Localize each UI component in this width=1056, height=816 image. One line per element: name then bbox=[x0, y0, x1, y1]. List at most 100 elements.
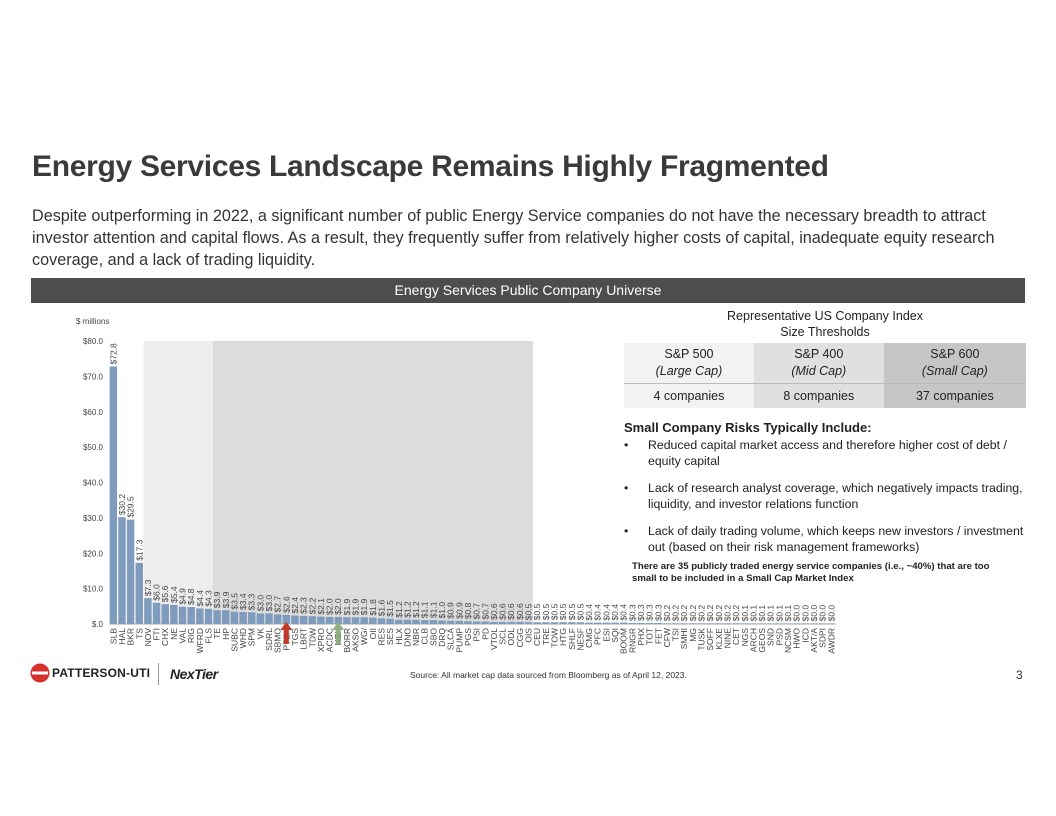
category-label: SUBC bbox=[229, 628, 239, 652]
bar-subc bbox=[230, 611, 239, 624]
data-label: $0.2 bbox=[697, 604, 707, 621]
category-label: TRE bbox=[541, 628, 551, 645]
category-label: PSI bbox=[472, 628, 482, 642]
category-label: ESI bbox=[601, 628, 611, 642]
bar-sqi bbox=[611, 622, 619, 624]
bar-te bbox=[213, 610, 221, 624]
data-label: $2.4 bbox=[290, 597, 300, 614]
bar-slb bbox=[109, 366, 118, 624]
bar-ts bbox=[135, 562, 143, 624]
bar-akta bbox=[810, 623, 818, 624]
category-label: SMHI bbox=[679, 628, 689, 649]
data-label: $0.1 bbox=[740, 605, 750, 622]
y-tick-label: $10.0 bbox=[83, 585, 104, 594]
data-label: $0.5 bbox=[549, 603, 559, 620]
bar-spm bbox=[248, 612, 256, 624]
data-label: $0.7 bbox=[472, 603, 482, 620]
data-label: $3.9 bbox=[221, 591, 231, 608]
data-label: $4.4 bbox=[195, 590, 205, 607]
category-label: CGG bbox=[515, 628, 525, 647]
category-label: SND bbox=[766, 628, 776, 646]
bar-tre bbox=[542, 622, 550, 624]
bar-phx bbox=[637, 622, 645, 624]
bar-res bbox=[377, 618, 386, 624]
category-label: TE bbox=[212, 628, 222, 639]
category-label: ARCH bbox=[748, 628, 758, 652]
data-label: $0.2 bbox=[731, 604, 741, 621]
data-label: $17.3 bbox=[134, 539, 144, 561]
arrow-marker-pten bbox=[280, 622, 293, 644]
category-label: TOW bbox=[549, 628, 559, 648]
bar-fti bbox=[152, 602, 161, 624]
data-label: $0.1 bbox=[783, 605, 793, 622]
bar-klxe bbox=[715, 623, 723, 624]
category-label: TSI bbox=[671, 628, 681, 641]
data-label: $1.5 bbox=[385, 600, 395, 617]
data-label: $1.9 bbox=[359, 598, 369, 615]
bar-dno bbox=[403, 619, 412, 624]
bar-clb bbox=[421, 620, 429, 624]
category-label: CEU bbox=[532, 628, 542, 646]
bar-boom bbox=[619, 622, 628, 624]
category-label: VAL bbox=[178, 628, 188, 644]
data-label: $2.0 bbox=[325, 598, 335, 615]
category-label: NESF bbox=[575, 628, 585, 651]
category-label: WFRD bbox=[195, 628, 205, 654]
category-label: KLXE bbox=[714, 628, 724, 650]
index-table-title: Representative US Company Index Size Thr… bbox=[624, 308, 1026, 340]
category-label: SPM bbox=[247, 628, 257, 646]
category-label: SDRL bbox=[264, 628, 274, 651]
data-label: $0.1 bbox=[766, 605, 776, 622]
data-label: $0.1 bbox=[748, 605, 758, 622]
data-label: $0.7 bbox=[480, 603, 490, 620]
category-label: TOT bbox=[645, 628, 655, 645]
data-label: $1.1 bbox=[428, 601, 438, 618]
data-label: $1.2 bbox=[411, 601, 421, 618]
bar-smhi bbox=[680, 623, 688, 624]
data-label: $0.6 bbox=[515, 603, 525, 620]
category-label: LBRT bbox=[299, 628, 309, 650]
category-label: NE bbox=[169, 628, 179, 640]
category-label: BOOM bbox=[619, 628, 629, 654]
data-label: $0.4 bbox=[619, 604, 629, 621]
category-label: TUSK bbox=[697, 628, 707, 651]
data-label: $1.6 bbox=[376, 600, 386, 617]
category-label: SLB bbox=[108, 628, 118, 644]
bar-wfrd bbox=[196, 608, 204, 624]
bar-val bbox=[178, 606, 187, 624]
page-number: 3 bbox=[1016, 668, 1023, 682]
category-label: SBMO bbox=[273, 628, 283, 653]
data-label: $0.3 bbox=[636, 604, 646, 621]
data-label: $6.0 bbox=[152, 584, 162, 601]
bar-tsi bbox=[671, 623, 680, 624]
index-table-title-line2: Size Thresholds bbox=[780, 325, 870, 339]
category-label: SES bbox=[385, 628, 395, 645]
data-label: $2.1 bbox=[316, 598, 326, 615]
bar-nex bbox=[334, 616, 342, 624]
category-label: RIG bbox=[186, 628, 196, 643]
bar-icd bbox=[801, 623, 810, 624]
small-cap-note: There are 35 publicly traded energy serv… bbox=[632, 561, 990, 584]
bar-odl bbox=[507, 621, 515, 624]
category-label: AKSO bbox=[351, 628, 361, 652]
category-label: DNO bbox=[402, 628, 412, 647]
data-label: $1.2 bbox=[394, 601, 404, 618]
risks-heading: Small Company Risks Typically Include: bbox=[624, 420, 872, 435]
category-label: WHD bbox=[238, 628, 248, 648]
bar-soff bbox=[706, 623, 714, 624]
bar-cgg bbox=[516, 621, 524, 624]
category-label: NCSM bbox=[783, 628, 793, 653]
data-label: $0.5 bbox=[541, 603, 551, 620]
bar-pump bbox=[455, 620, 464, 624]
bar-rngr bbox=[628, 622, 637, 624]
category-label: PSD bbox=[774, 628, 784, 645]
nextier-logo: NexTier bbox=[170, 666, 218, 682]
data-label: $0.4 bbox=[610, 604, 620, 621]
category-label: BKR bbox=[126, 628, 136, 645]
bar-pten bbox=[282, 614, 291, 624]
category-label: FTI bbox=[152, 628, 162, 641]
y-axis-label: $ millions bbox=[76, 317, 109, 326]
category-label: OIS bbox=[524, 628, 534, 643]
data-label: $1.1 bbox=[420, 601, 430, 618]
